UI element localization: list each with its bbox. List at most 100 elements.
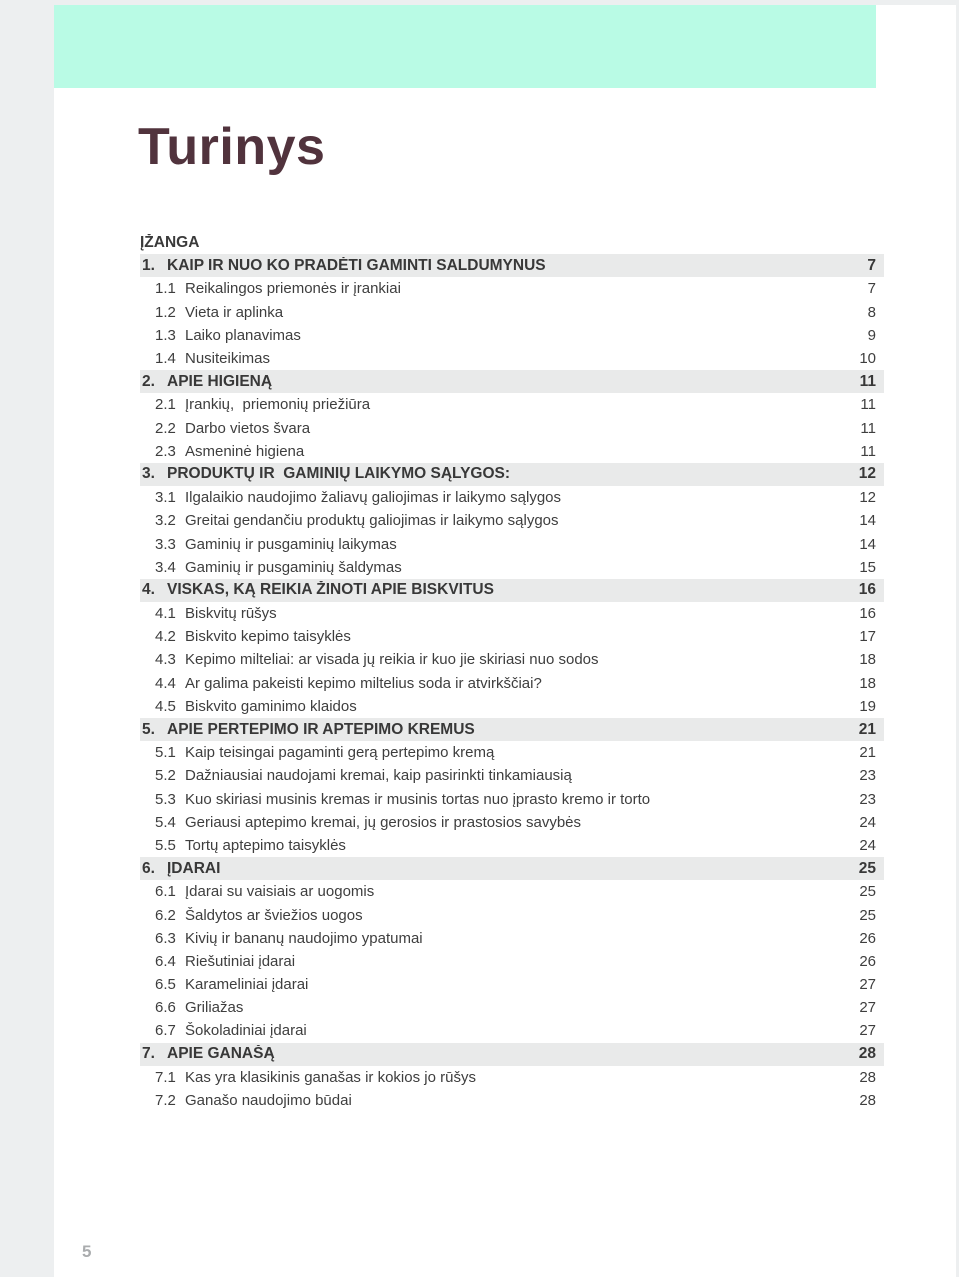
toc-item-number: 4.2 [155, 628, 176, 646]
toc-item-title: Nusiteikimas [185, 350, 271, 368]
toc-item-title: Dažniausiai naudojami kremai, kaip pasir… [185, 767, 572, 785]
toc-item-row: 2.3 Asmeninė higiena 11 [140, 440, 884, 463]
toc-item-page: 27 [859, 976, 876, 994]
toc-item-row: 2.1 Įrankių, priemonių priežiūra 11 [140, 393, 884, 416]
toc-section-title: VISKAS, KĄ REIKIA ŽINOTI APIE BISKVITUS [167, 581, 494, 599]
toc-item-page: 26 [859, 929, 876, 947]
toc-item-title: Kivių ir bananų naudojimo ypatumai [185, 929, 423, 947]
toc-section-title: APIE PERTEPIMO IR APTEPIMO KREMUS [167, 720, 475, 738]
toc-section-row: 2. APIE HIGIENĄ 11 [140, 370, 884, 394]
toc-item-title: Kaip teisingai pagaminti gerą pertepimo … [185, 744, 495, 762]
toc-rows: 1. KAIP IR NUO KO PRADĖTI GAMINTI SALDUMY… [140, 254, 884, 1112]
toc-item-title: Ar galima pakeisti kepimo miltelius soda… [185, 674, 542, 692]
toc-item-page: 16 [859, 605, 876, 623]
toc-item-row: 6.6 Griliažas 27 [140, 996, 884, 1019]
toc-item-page: 11 [860, 442, 876, 460]
toc-item-row: 1.2 Vieta ir aplinka 8 [140, 301, 884, 324]
toc-item-row: 4.1 Biskvitų rūšys 16 [140, 602, 884, 625]
toc-section-title: APIE HIGIENĄ [167, 372, 273, 390]
toc-intro-label: ĮŽANGA [140, 233, 200, 251]
toc-item-number: 6.6 [155, 999, 176, 1017]
toc-item-title: Šaldytos ar šviežios uogos [185, 906, 363, 924]
toc-item-page: 28 [859, 1092, 876, 1110]
toc-item-row: 5.1 Kaip teisingai pagaminti gerą pertepi… [140, 741, 884, 764]
toc-item-number: 7.1 [155, 1068, 176, 1086]
toc-item-row: 4.4 Ar galima pakeisti kepimo miltelius s… [140, 672, 884, 695]
toc-item-number: 4.5 [155, 697, 176, 715]
toc-item-number: 1.4 [155, 350, 176, 368]
toc-item-row: 7.1 Kas yra klasikinis ganašas ir kokios … [140, 1066, 884, 1089]
toc-item-row: 1.1 Reikalingos priemonės ir įrankiai 7 [140, 277, 884, 300]
toc-item-row: 4.5 Biskvito gaminimo klaidos 19 [140, 695, 884, 718]
toc-item-title: Asmeninė higiena [185, 442, 305, 460]
toc-item-title: Karameliniai įdarai [185, 976, 309, 994]
toc-item-number: 7.2 [155, 1092, 176, 1110]
toc-item-page: 27 [859, 1022, 876, 1040]
toc-item-title: Griliažas [185, 999, 244, 1017]
toc-item-number: 2.3 [155, 442, 176, 460]
toc-item-page: 11 [860, 419, 876, 437]
table-of-contents: ĮŽANGA 1. KAIP IR NUO KO PRADĖTI GAMINTI … [140, 231, 884, 1112]
page-title: Turinys [138, 118, 326, 176]
toc-item-row: 6.3 Kivių ir bananų naudojimo ypatumai 26 [140, 927, 884, 950]
toc-item-title: Laiko planavimas [185, 326, 301, 344]
toc-item-page: 14 [859, 512, 876, 530]
toc-section-row: 1. KAIP IR NUO KO PRADĖTI GAMINTI SALDUMY… [140, 254, 884, 278]
toc-item-row: 3.1 Ilgalaikio naudojimo žaliavų galiojim… [140, 486, 884, 509]
toc-section-number: 4. [142, 581, 155, 599]
header-color-band [54, 5, 876, 88]
toc-section-row: 5. APIE PERTEPIMO IR APTEPIMO KREMUS 21 [140, 717, 884, 742]
page-number: 5 [82, 1242, 92, 1261]
toc-item-title: Biskvitų rūšys [185, 605, 277, 623]
toc-item-page: 24 [859, 813, 876, 831]
toc-item-number: 6.3 [155, 929, 176, 947]
toc-item-page: 15 [859, 558, 876, 576]
toc-item-row: 6.1 Įdarai su vaisiais ar uogomis 25 [140, 880, 884, 903]
toc-item-title: Kuo skiriasi musinis kremas ir musinis t… [185, 790, 651, 808]
toc-item-page: 23 [859, 767, 876, 785]
toc-item-title: Darbo vietos švara [185, 419, 311, 437]
toc-item-page: 19 [859, 697, 876, 715]
toc-item-title: Biskvito gaminimo klaidos [185, 697, 357, 715]
toc-item-page: 24 [859, 836, 876, 854]
toc-item-row: 1.4 Nusiteikimas 10 [140, 347, 884, 370]
toc-item-page: 14 [859, 535, 876, 553]
toc-item-page: 27 [859, 999, 876, 1017]
toc-item-page: 8 [867, 303, 876, 321]
toc-section-row: 3. PRODUKTŲ IR GAMINIŲ LAIKYMO SĄLYGOS: 12 [140, 462, 884, 487]
toc-item-page: 18 [859, 674, 876, 692]
toc-item-number: 1.2 [155, 303, 176, 321]
toc-item-title: Ilgalaikio naudojimo žaliavų galiojimas … [185, 489, 562, 507]
toc-item-title: Kas yra klasikinis ganašas ir kokios jo … [185, 1068, 476, 1086]
toc-item-number: 6.5 [155, 976, 176, 994]
toc-section-number: 7. [142, 1045, 155, 1063]
toc-item-number: 4.1 [155, 605, 176, 623]
toc-item-number: 5.5 [155, 836, 176, 854]
toc-item-row: 5.3 Kuo skiriasi musinis kremas ir musini… [140, 788, 884, 811]
toc-section-number: 1. [142, 256, 155, 274]
toc-section-page: 16 [858, 581, 876, 599]
toc-item-row: 5.4 Geriausi aptepimo kremai, jų gerosios… [140, 811, 884, 834]
toc-item-number: 5.3 [155, 790, 176, 808]
toc-item-title: Gaminių ir pusgaminių šaldymas [185, 558, 402, 576]
toc-item-page: 18 [859, 651, 876, 669]
toc-section-page: 12 [858, 465, 876, 483]
toc-intro-heading: ĮŽANGA [140, 231, 884, 254]
toc-section-title: ĮDARAI [167, 859, 221, 877]
toc-item-page: 25 [859, 883, 876, 901]
toc-section-number: 5. [142, 720, 155, 738]
toc-item-row: 7.2 Ganašo naudojimo būdai 28 [140, 1089, 884, 1112]
toc-item-number: 6.7 [155, 1022, 176, 1040]
toc-item-title: Greitai gendančiu produktų galiojimas ir… [185, 512, 559, 530]
toc-item-page: 12 [859, 489, 876, 507]
toc-item-row: 4.2 Biskvito kepimo taisyklės 17 [140, 625, 884, 648]
toc-item-number: 6.2 [155, 906, 176, 924]
toc-section-number: 6. [142, 859, 155, 877]
toc-item-title: Biskvito kepimo taisyklės [185, 628, 351, 646]
toc-item-number: 3.3 [155, 535, 176, 553]
toc-section-page: 21 [858, 720, 876, 738]
toc-section-row: 4. VISKAS, KĄ REIKIA ŽINOTI APIE BISKVITU… [140, 578, 884, 602]
toc-item-title: Geriausi aptepimo kremai, jų gerosios ir… [185, 813, 581, 831]
toc-item-number: 4.4 [155, 674, 176, 692]
toc-section-title: APIE GANAŠĄ [167, 1045, 275, 1063]
